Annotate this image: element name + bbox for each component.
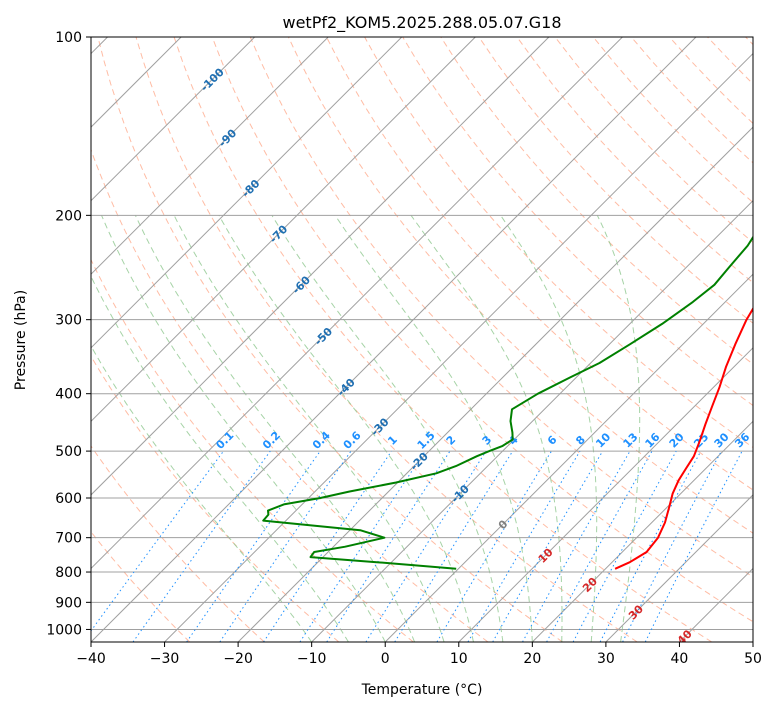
y-tick-label: 200 <box>55 208 82 224</box>
y-tick-label: 700 <box>55 531 82 547</box>
isotherm-line <box>91 37 403 349</box>
y-tick-label: 400 <box>55 387 82 403</box>
isotherm-line <box>91 37 256 202</box>
mixing-ratio-line <box>365 450 487 642</box>
isotherm-line <box>91 37 476 423</box>
moist-adiabat-line <box>271 215 504 642</box>
temperature-profile-line <box>614 306 753 570</box>
plot-frame <box>90 36 754 643</box>
grid-lines <box>91 37 753 642</box>
dry-adiabat-line <box>91 445 265 642</box>
moist-adiabat-line <box>134 215 416 642</box>
x-tick-label: 20 <box>523 651 541 667</box>
isotherm-line <box>531 420 753 642</box>
x-tick-label: 0 <box>381 651 390 667</box>
moist-adiabat-line <box>91 345 313 642</box>
dry-adiabat-line <box>135 37 638 642</box>
dry-adiabat-line <box>91 258 414 642</box>
moist-adiabat-line <box>101 215 386 642</box>
mixing-ratio-line <box>132 450 271 642</box>
x-tick-label: 50 <box>744 651 762 667</box>
moist-adiabat-line <box>218 215 474 642</box>
isotherm-line <box>311 199 753 642</box>
x-tick-label: 40 <box>671 651 689 667</box>
mixing-ratio-line <box>299 450 426 642</box>
isotherm-line <box>91 37 623 570</box>
x-axis-ticks: −40 −30 −20 −10 0 10 20 30 40 50 <box>76 642 762 667</box>
isotherm-line <box>458 347 753 642</box>
y-tick-label: 800 <box>55 565 82 581</box>
isotherm-line <box>384 273 753 642</box>
mixing-ratio-line <box>326 450 451 642</box>
mixing-ratio-line <box>263 450 392 642</box>
moist-adiabat-line <box>173 215 445 642</box>
mixing-ratio-line <box>599 450 702 642</box>
dewpoint-profile-line <box>262 235 753 570</box>
isotherm-line <box>91 37 550 496</box>
moist-adiabat-line <box>596 215 641 642</box>
mixing-ratio-line <box>186 450 321 642</box>
mixing-ratio-line <box>467 450 581 642</box>
moist-adiabat-line <box>334 215 533 642</box>
mixing-ratio-line <box>436 450 552 642</box>
y-tick-label: 600 <box>55 491 82 507</box>
x-axis-label: Temperature (°C) <box>361 682 483 698</box>
x-tick-label: 30 <box>597 651 615 667</box>
sounding-profiles <box>262 235 753 570</box>
moist-adiabat-line <box>500 215 598 642</box>
chart-title: wetPf2_KOM5.2025.288.05.07.G18 <box>282 13 561 33</box>
y-tick-label: 1000 <box>46 622 82 638</box>
dry-adiabat-line <box>287 37 753 534</box>
isotherm-line <box>164 52 753 642</box>
x-tick-label: −10 <box>297 651 327 667</box>
x-tick-label: 10 <box>450 651 468 667</box>
isotherm-line <box>91 37 697 642</box>
x-tick-label: −40 <box>76 651 106 667</box>
dry-adiabat-line <box>173 37 713 642</box>
mixing-ratio-line <box>219 450 352 642</box>
y-tick-label: 900 <box>55 595 82 611</box>
mixing-ratio-lines <box>91 450 743 642</box>
moist-adiabats <box>91 215 641 642</box>
isotherm-line <box>237 126 753 642</box>
y-tick-label: 500 <box>55 444 82 460</box>
dry-adiabat-line <box>249 37 753 578</box>
isotherm-line <box>91 37 329 275</box>
mixing-ratio-line <box>394 450 514 642</box>
y-axis-ticks: 100 200 300 400 500 600 700 800 900 1000 <box>46 30 91 638</box>
x-tick-label: −20 <box>223 651 253 667</box>
y-tick-label: 100 <box>55 30 82 46</box>
y-axis-label: Pressure (hPa) <box>13 290 29 390</box>
y-tick-label: 300 <box>55 313 82 329</box>
isotherm-line <box>605 494 753 642</box>
x-tick-label: −30 <box>150 651 180 667</box>
moist-adiabat-line <box>410 215 563 642</box>
mixing-ratio-line <box>572 450 677 642</box>
moist-adiabat-line <box>91 275 349 642</box>
dry-adiabat-line <box>211 37 753 623</box>
dry-adiabat-line <box>326 37 753 491</box>
